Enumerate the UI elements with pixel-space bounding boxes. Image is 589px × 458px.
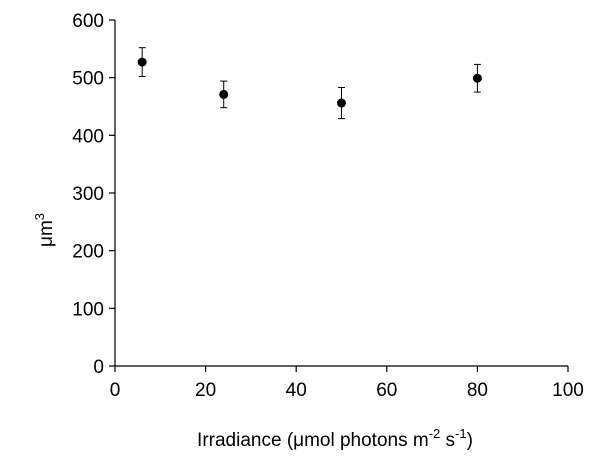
y-tick-label: 500 (72, 69, 104, 90)
data-point (337, 98, 346, 108)
x-axis-label-main: Irradiance (μmol photons m (197, 430, 429, 451)
x-tick-label: 100 (552, 380, 584, 401)
x-axis-label-sup2: -1 (455, 426, 467, 441)
y-tick-label: 100 (72, 299, 104, 320)
y-axis-label-main: μm (36, 220, 57, 247)
x-tick-label: 0 (110, 380, 121, 401)
axes: 0 100 200 300 400 500 600 0 20 40 60 80 100 (72, 11, 584, 401)
y-tick-label: 0 (93, 357, 104, 378)
data-marks (137, 47, 482, 120)
x-tick-label: 60 (376, 380, 397, 401)
x-axis-label: Irradiance (μmol photons m-2 s-1) (197, 426, 473, 451)
data-point (472, 73, 482, 83)
x-axis-label-sup1: -2 (429, 426, 441, 441)
y-tick-label: 300 (72, 184, 104, 205)
x-tick-label: 80 (467, 380, 488, 401)
x-tick-label: 20 (195, 380, 216, 401)
data-point (219, 89, 229, 99)
y-tick-label: 200 (72, 242, 104, 263)
data-point (137, 57, 147, 67)
y-axis-label-sup: 3 (32, 213, 47, 220)
x-axis-label-mid: s (440, 430, 455, 451)
x-tick-label: 40 (286, 380, 307, 401)
x-axis-label-end: ) (467, 430, 473, 451)
y-tick-label: 400 (72, 126, 104, 147)
y-tick-label: 600 (72, 11, 104, 32)
y-axis-label: μm3 (32, 213, 57, 247)
